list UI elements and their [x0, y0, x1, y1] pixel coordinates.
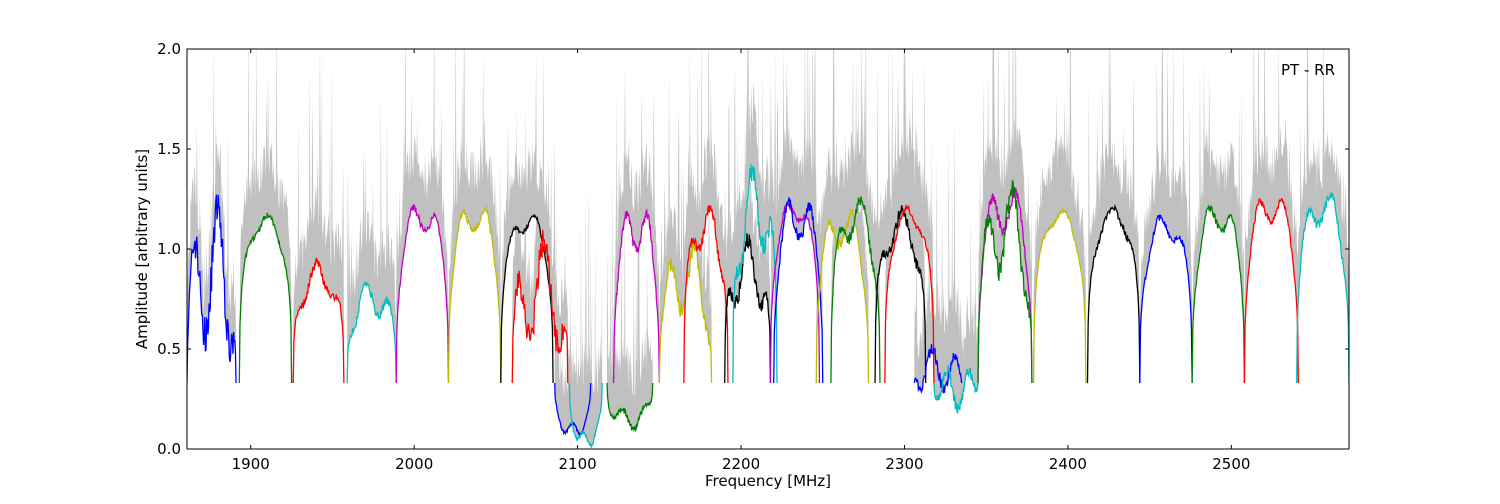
series-line-magenta	[769, 202, 821, 384]
x-tick-label: 2300	[885, 455, 923, 473]
series-line-black	[500, 213, 554, 384]
x-tick-label: 2000	[395, 455, 433, 473]
series-line-red	[292, 257, 345, 384]
envelope-band	[1296, 49, 1349, 383]
envelope-band	[884, 49, 934, 383]
series-line-black	[1086, 203, 1141, 384]
series-line-red	[683, 205, 729, 384]
series-line-red	[511, 230, 569, 384]
series-line-cyan	[346, 280, 397, 384]
envelope-band	[1139, 49, 1193, 383]
envelope-band	[933, 130, 979, 414]
series-line-green	[977, 180, 1033, 384]
y-tick-label: 1.5	[157, 140, 181, 158]
envelope-layer	[187, 49, 1349, 447]
series-line-yellow	[815, 208, 870, 384]
envelope-band	[607, 169, 653, 431]
envelope-band	[1192, 60, 1245, 383]
series-line-black	[874, 205, 927, 384]
series-line-blue	[187, 194, 237, 384]
envelope-band	[1087, 49, 1140, 383]
x-axis-label: Frequency [MHz]	[705, 472, 831, 490]
series-line-red	[884, 204, 935, 384]
series-line-blue	[554, 382, 592, 439]
ticks-layer: 1900 2000 2100 2200 2300 2400 2500 0.0 0.5 1.0 1.5…	[157, 40, 1349, 473]
series-line-blue	[773, 197, 824, 384]
series-line-red	[1243, 197, 1299, 384]
envelope-band	[1244, 49, 1299, 383]
series-line-yellow	[1032, 206, 1087, 384]
series-line-blue	[1139, 214, 1193, 384]
envelope-band	[613, 63, 660, 384]
series-line-yellow	[447, 205, 502, 384]
series-line-green	[238, 212, 293, 384]
envelope-band	[347, 88, 397, 383]
series-line-cyan	[568, 382, 603, 449]
envelope-band	[773, 49, 823, 383]
x-tick-label: 2100	[559, 455, 597, 473]
x-tick-label: 1900	[232, 455, 270, 473]
series-line-cyan	[933, 364, 979, 414]
x-tick-label: 2500	[1212, 455, 1250, 473]
envelope-band	[396, 49, 449, 383]
x-tick-label: 2400	[1049, 455, 1087, 473]
envelope-band	[830, 49, 880, 383]
y-tick-label: 0.5	[157, 340, 181, 358]
envelope-band	[239, 49, 292, 383]
series-line-green	[1191, 204, 1246, 384]
series-line-magenta	[612, 208, 660, 384]
envelope-band	[500, 51, 554, 384]
envelope-band	[448, 49, 501, 383]
envelope-band	[683, 49, 728, 383]
series-line-black	[724, 233, 772, 384]
envelope-band	[293, 49, 344, 383]
series-line-cyan	[1296, 192, 1349, 384]
envelope-band	[569, 194, 603, 447]
y-axis-label: Amplitude [arbitrary units]	[133, 149, 151, 349]
series-line-magenta	[395, 203, 450, 384]
envelope-band	[512, 101, 568, 383]
envelope-band	[1033, 49, 1086, 383]
envelope-band	[978, 49, 1032, 383]
y-tick-label: 1.0	[157, 240, 181, 258]
series-line-green	[830, 196, 881, 384]
envelope-band	[187, 49, 237, 383]
series-layer	[187, 164, 1349, 449]
series-line-blue	[913, 344, 963, 395]
x-tick-label: 2200	[722, 455, 760, 473]
y-tick-label: 2.0	[157, 40, 181, 58]
envelope-band	[732, 49, 777, 383]
series-line-cyan	[732, 164, 778, 384]
y-tick-label: 0.0	[157, 440, 181, 458]
annotation-label: PT - RR	[1281, 61, 1335, 79]
series-line-green	[606, 382, 654, 433]
